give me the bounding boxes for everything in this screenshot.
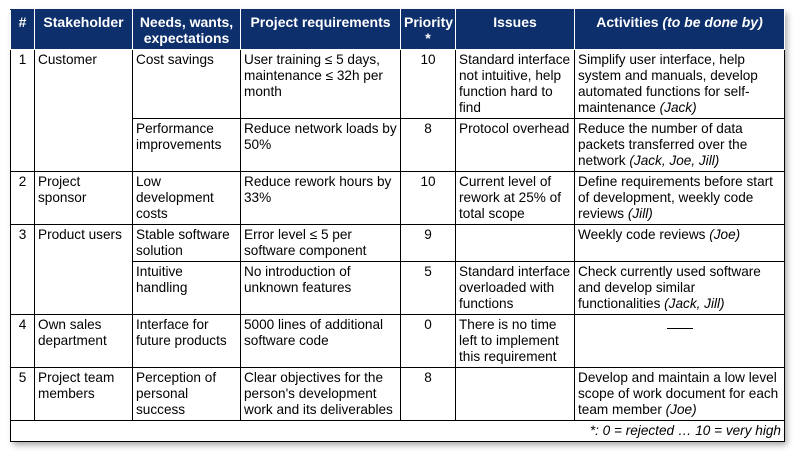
priority-cell: 5 (400, 261, 456, 315)
header-activities-label: Activities (596, 14, 659, 30)
activities-cell: Weekly code reviews (Joe) (574, 224, 785, 262)
needs-cell: Intuitive handling (132, 261, 241, 315)
needs-cell: Perception of personal success (132, 367, 241, 421)
requirements-cell: Error level ≤ 5 per software component (240, 224, 401, 262)
header-priority: Priority * (400, 9, 456, 50)
needs-cell: Interface for future products (132, 314, 241, 368)
stakeholder-table: # Stakeholder Needs, wants, expectations… (10, 9, 785, 442)
activity-text: Weekly code reviews (578, 227, 710, 242)
activity-text: Define requirements before start of deve… (578, 174, 773, 221)
activity-owner: (Jack, Jill) (664, 296, 725, 311)
issues-cell (455, 224, 575, 262)
requirements-cell: 5000 lines of additional software code (240, 314, 401, 368)
row-number: 3 (10, 224, 35, 315)
issues-cell: Current level of rework at 25% of total … (455, 171, 575, 225)
issues-cell: Standard interface not intuitive, help f… (455, 49, 575, 119)
priority-footnote: *: 0 = rejected … 10 = very high (10, 420, 785, 442)
activities-cell: Reduce the number of data packets transf… (574, 118, 785, 172)
stakeholder-cell: Project sponsor (34, 171, 133, 225)
priority-cell: 0 (400, 314, 456, 368)
priority-cell: 10 (400, 49, 456, 119)
stakeholder-table-frame: # Stakeholder Needs, wants, expectations… (10, 9, 785, 442)
header-activities: Activities (to be done by) (574, 9, 785, 50)
table-row: 1 Customer Cost savings User training ≤ … (10, 49, 785, 172)
table-row: 3 Product users Stable software solution… (10, 224, 785, 315)
requirements-cell: User training ≤ 5 days, maintenance ≤ 32… (240, 49, 401, 119)
row-number: 4 (10, 314, 35, 368)
row-number: 5 (10, 367, 35, 421)
activities-cell: Simplify user interface, help system and… (574, 49, 785, 119)
priority-cell: 10 (400, 171, 456, 225)
priority-cell: 9 (400, 224, 456, 262)
requirements-cell: Clear objectives for the person's develo… (240, 367, 401, 421)
activity-text: Reduce the number of data packets transf… (578, 121, 748, 168)
priority-cell: 8 (400, 118, 456, 172)
activity-owner: (Jill) (627, 206, 653, 221)
header-needs: Needs, wants, expectations (132, 9, 241, 50)
needs-cell: Stable software solution (132, 224, 241, 262)
activities-cell: Define requirements before start of deve… (574, 171, 785, 225)
priority-cell: 8 (400, 367, 456, 421)
activity-text: Check currently used software and develo… (578, 264, 761, 311)
stakeholder-cell: Customer (34, 49, 133, 172)
table-row: 2 Project sponsor Low development costs … (10, 171, 785, 225)
header-num: # (10, 9, 35, 50)
activity-owner: (Jack, Joe, Jill) (629, 153, 720, 168)
issues-cell: There is no time left to implement this … (455, 314, 575, 368)
needs-cell: Low development costs (132, 171, 241, 225)
header-requirements: Project requirements (240, 9, 401, 50)
activity-owner: (Joe) (665, 402, 697, 417)
footnote-row: *: 0 = rejected … 10 = very high (10, 420, 785, 442)
activity-owner: (Jack) (659, 100, 697, 115)
requirements-cell: Reduce network loads by 50% (240, 118, 401, 172)
issues-cell (455, 367, 575, 421)
needs-cell: Cost savings (132, 49, 241, 119)
header-issues: Issues (455, 9, 575, 50)
table-row: 4 Own sales department Interface for fut… (10, 314, 785, 368)
activities-cell: Check currently used software and develo… (574, 261, 785, 315)
header-row: # Stakeholder Needs, wants, expectations… (10, 9, 785, 50)
header-activities-note: (to be done by) (662, 14, 763, 30)
row-number: 2 (10, 171, 35, 225)
activity-text: Simplify user interface, help system and… (578, 52, 758, 115)
activity-text: Develop and maintain a low level scope o… (578, 370, 779, 417)
requirements-cell: Reduce rework hours by 33% (240, 171, 401, 225)
activity-owner: (Joe) (709, 227, 741, 242)
needs-cell: Performance improvements (132, 118, 241, 172)
table-row: Intuitive handling No introduction of un… (11, 261, 785, 315)
stakeholder-cell: Product users (34, 224, 133, 315)
issues-cell: Protocol overhead (455, 118, 575, 172)
no-activity-dash (666, 328, 693, 330)
activities-cell (574, 314, 785, 368)
issues-cell: Standard interface overloaded with funct… (455, 261, 575, 315)
table-row: 5 Project team members Perception of per… (10, 367, 785, 421)
row-number: 1 (10, 49, 35, 172)
activities-cell: Develop and maintain a low level scope o… (574, 367, 785, 421)
requirements-cell: No introduction of unknown features (240, 261, 401, 315)
header-stakeholder: Stakeholder (34, 9, 133, 50)
stakeholder-cell: Own sales department (34, 314, 133, 368)
stakeholder-cell: Project team members (34, 367, 133, 421)
